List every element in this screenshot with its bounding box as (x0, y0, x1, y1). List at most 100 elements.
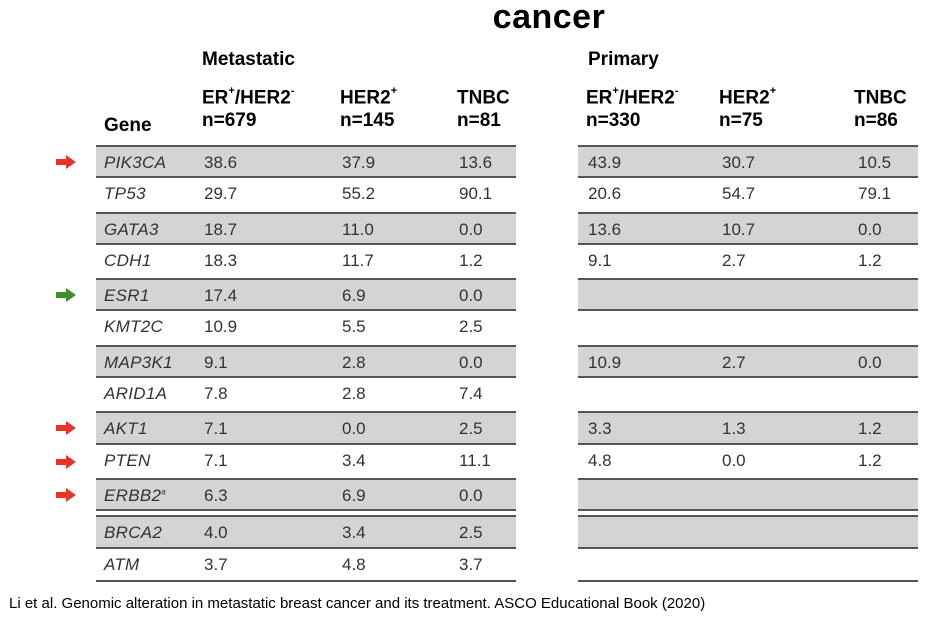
gene-column-header: Gene (104, 115, 152, 136)
primary-value: 0.0 (722, 450, 746, 470)
gene-label: BRCA2 (104, 523, 163, 543)
table-row: ESR1 17.4 6.9 0.0 (96, 278, 516, 312)
metastatic-value: 7.8 (204, 384, 228, 404)
header-n-count: n=81 (457, 110, 501, 132)
table-row: 13.6 10.7 0.0 (578, 211, 918, 245)
gene-name: KMT2C (104, 317, 163, 337)
table-row: 10.9 2.7 0.0 (578, 344, 918, 379)
slide-title: cancer (492, 0, 606, 36)
gene-name: ATM (104, 555, 140, 575)
primary-header-name: HER2+ (719, 82, 776, 109)
gene-name: AKT1 (104, 419, 148, 439)
table-row (578, 515, 918, 549)
table-row: MAP3K1 9.1 2.8 0.0 (96, 344, 516, 379)
metastatic-value: 6.9 (342, 485, 366, 505)
header-name: TNBC (854, 87, 907, 109)
gene-label: CDH1 (104, 250, 152, 270)
primary-group-label: Primary (588, 49, 659, 70)
metastatic-value: 7.1 (204, 450, 228, 470)
metastatic-header-name: TNBC (457, 82, 510, 109)
header-n-count: n=75 (719, 110, 763, 132)
metastatic-value: 1.2 (459, 250, 483, 270)
primary-value: 43.9 (588, 153, 622, 172)
citation-caption: Li et al. Genomic alteration in metastat… (9, 595, 706, 612)
gene-name: GATA3 (104, 220, 159, 240)
metastatic-value: 5.5 (342, 317, 366, 337)
metastatic-value: 3.4 (342, 450, 366, 470)
primary-value: 0.0 (858, 352, 882, 372)
red-arrow-icon (56, 421, 76, 436)
header-sup1: + (769, 85, 777, 97)
gene-name: BRCA2 (104, 523, 162, 543)
metastatic-value: 11.7 (342, 250, 374, 270)
gene-name: MAP3K1 (104, 353, 173, 373)
header-n-count: n=145 (340, 110, 395, 132)
gene-name: ERBB2a (104, 486, 166, 506)
metastatic-value: 0.0 (342, 419, 366, 439)
primary-value: 9.1 (588, 250, 612, 270)
metastatic-value: 0.0 (459, 485, 483, 505)
header-sup2: - (674, 85, 679, 97)
table-row (578, 311, 918, 344)
header-name: TNBC (457, 87, 510, 109)
primary-value: 1.2 (858, 419, 882, 439)
table-row: TP53 29.7 55.2 90.1 (96, 178, 516, 211)
primary-value: 79.1 (858, 184, 892, 204)
red-arrow-icon (56, 155, 76, 169)
primary-value: 10.5 (858, 153, 892, 172)
metastatic-value: 2.5 (459, 317, 483, 337)
metastatic-value: 6.9 (342, 286, 366, 306)
gene-label: AKT1 (104, 419, 148, 439)
metastatic-header-2: TNBC n=81 (457, 82, 510, 132)
red-arrow-icon (56, 488, 76, 502)
metastatic-value: 2.8 (342, 384, 366, 404)
gene-label: GATA3 (104, 219, 159, 239)
primary-header-1: HER2+ n=75 (719, 82, 776, 132)
table-row: 9.1 2.7 1.2 (578, 245, 918, 278)
metastatic-value: 18.7 (204, 219, 238, 239)
header-n-count: n=679 (202, 110, 257, 132)
metastatic-value: 4.0 (204, 523, 228, 543)
metastatic-value: 9.1 (204, 352, 228, 372)
metastatic-value: 10.9 (204, 317, 238, 337)
primary-header-name: TNBC (854, 82, 907, 109)
table-row (578, 278, 918, 312)
primary-value: 10.7 (722, 219, 756, 239)
metastatic-value: 7.4 (459, 384, 483, 404)
table-row: CDH1 18.3 11.7 1.2 (96, 245, 516, 278)
gene-label: PIK3CA (104, 153, 167, 172)
primary-value: 3.3 (588, 419, 612, 439)
metastatic-value: 2.5 (459, 419, 483, 439)
table-row: PTEN 7.1 3.4 11.1 (96, 445, 516, 478)
metastatic-value: 3.7 (459, 554, 483, 574)
table-row: KMT2C 10.9 5.5 2.5 (96, 311, 516, 344)
metastatic-value: 55.2 (342, 184, 376, 204)
primary-value: 13.6 (588, 219, 622, 239)
metastatic-header-0: ER+/HER2- n=679 (202, 82, 294, 132)
primary-value: 10.9 (588, 352, 622, 372)
green-arrow-icon (56, 288, 76, 303)
header-n-count: n=86 (854, 110, 898, 132)
table-row: 3.3 1.3 1.2 (578, 411, 918, 445)
metastatic-table: PIK3CA 38.6 37.9 13.6 TP53 29.7 55.2 90.1 GATA3 1… (96, 145, 516, 582)
header-mid: /HER2 (618, 87, 675, 109)
gene-name: CDH1 (104, 251, 152, 271)
metastatic-value: 6.3 (204, 485, 228, 505)
header-sup2: - (290, 85, 295, 97)
primary-header-2: TNBC n=86 (854, 82, 907, 132)
gene-label: ERBB2 (104, 485, 162, 505)
gene-label: ESR1 (104, 286, 150, 306)
primary-value: 1.3 (722, 419, 746, 439)
primary-table: 43.9 30.7 10.5 20.6 54.7 79.1 13.6 10.7 0.0 9.1 2.… (578, 145, 918, 582)
header-mid: /HER2 (234, 87, 291, 109)
metastatic-group-label: Metastatic (202, 49, 295, 70)
header-name: HER2 (340, 87, 391, 109)
metastatic-value: 11.1 (459, 450, 491, 470)
table-row: ERBB2a 6.3 6.9 0.0 (96, 477, 516, 512)
table-row: ARID1A 7.8 2.8 7.4 (96, 378, 516, 411)
gene-name: ARID1A (104, 384, 167, 404)
metastatic-value: 90.1 (459, 184, 493, 204)
gene-label: MAP3K1 (104, 352, 173, 372)
gene-label: ATM (104, 554, 140, 574)
table-row: ATM 3.7 4.8 3.7 (96, 549, 516, 582)
